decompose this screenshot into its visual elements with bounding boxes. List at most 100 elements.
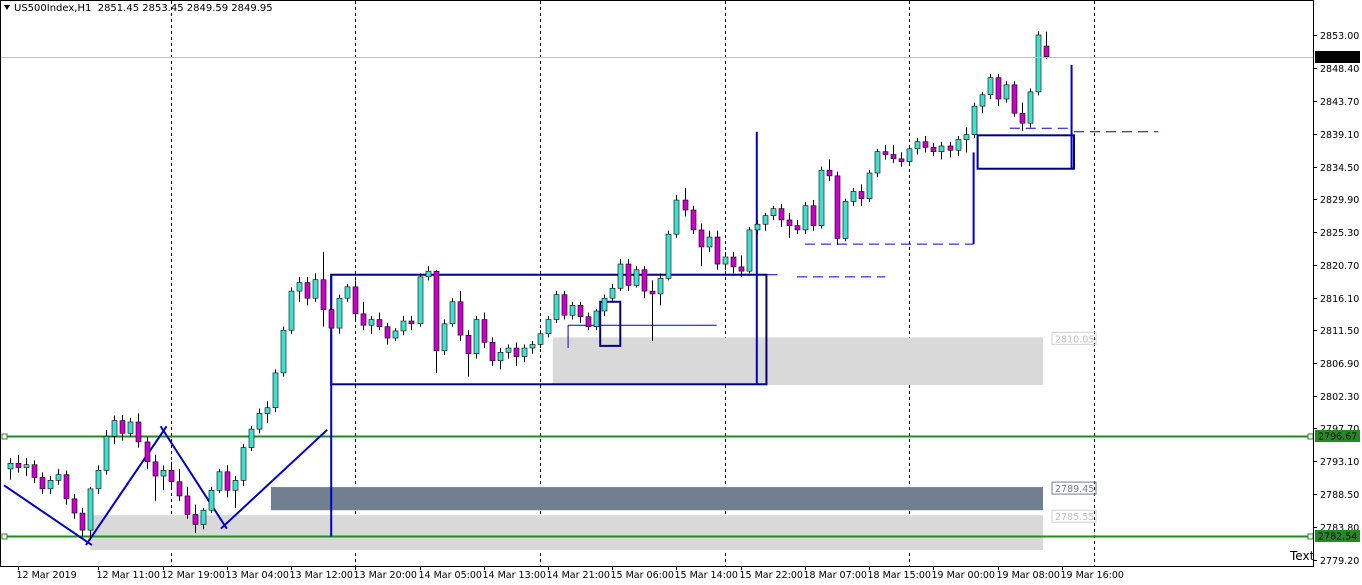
candle bbox=[441, 319, 448, 356]
candle bbox=[947, 141, 954, 158]
candle-body bbox=[119, 420, 126, 434]
rectangle-2[interactable] bbox=[976, 134, 1075, 170]
candle bbox=[449, 298, 456, 327]
zone-2789[interactable] bbox=[270, 487, 1044, 511]
zone-2789-label: 2789.45 bbox=[1055, 484, 1094, 495]
candle bbox=[103, 429, 110, 475]
rectangle-1[interactable] bbox=[599, 300, 622, 347]
candle-body bbox=[866, 172, 873, 199]
candle-body bbox=[408, 320, 415, 325]
candle-body bbox=[842, 201, 849, 239]
candle-body bbox=[103, 435, 110, 471]
candle-body bbox=[320, 279, 327, 310]
candle-body bbox=[826, 169, 833, 177]
candle-body bbox=[906, 148, 913, 162]
candle bbox=[248, 426, 255, 452]
candle bbox=[858, 184, 865, 206]
candle bbox=[23, 458, 30, 477]
current-price-tag-bg bbox=[1315, 51, 1360, 63]
candle-body bbox=[593, 310, 600, 327]
candle-body bbox=[344, 286, 351, 299]
candle bbox=[682, 187, 689, 217]
zone-2785[interactable] bbox=[90, 515, 1044, 551]
symbol-label: US500Index,H1 bbox=[14, 3, 92, 14]
zone-2789-label-frame bbox=[1051, 481, 1097, 495]
collapse-triangle-icon[interactable] bbox=[4, 5, 10, 10]
drawings bbox=[3, 64, 1159, 546]
level-2782-handle-right[interactable] bbox=[1307, 533, 1314, 540]
candle-body bbox=[818, 169, 825, 226]
candle bbox=[457, 291, 464, 341]
candle-body bbox=[1011, 84, 1018, 114]
candle bbox=[425, 266, 432, 281]
candle-body bbox=[497, 351, 504, 362]
candle-body bbox=[1035, 34, 1042, 93]
candle-body bbox=[55, 474, 62, 481]
candle bbox=[320, 251, 327, 327]
candle bbox=[987, 74, 994, 100]
text-object[interactable]: Text bbox=[1289, 549, 1315, 563]
candle-body bbox=[762, 215, 769, 225]
zone-2810-label: 2810.05 bbox=[1055, 334, 1094, 345]
candle bbox=[296, 276, 303, 302]
candle bbox=[722, 251, 729, 270]
x-tick-label: 12 Mar 11:00 bbox=[97, 570, 160, 581]
candle bbox=[489, 337, 496, 366]
candle-body bbox=[786, 219, 793, 226]
x-tick-label: 12 Mar 19:00 bbox=[162, 570, 225, 581]
trend-line-0[interactable] bbox=[3, 484, 93, 546]
candle bbox=[834, 171, 841, 245]
candle-body bbox=[834, 175, 841, 239]
candle-body bbox=[256, 413, 263, 430]
level-2782-handle-left[interactable] bbox=[1, 533, 8, 540]
candle-body bbox=[794, 225, 801, 231]
candle bbox=[971, 102, 978, 139]
candle bbox=[264, 401, 271, 423]
y-tick-label: 2816.10 bbox=[1320, 294, 1359, 305]
x-tick-label: 19 Mar 16:00 bbox=[1061, 570, 1124, 581]
y-tick-label: 2853.00 bbox=[1320, 31, 1359, 42]
y-tick-label: 2825.30 bbox=[1320, 228, 1359, 239]
candle-body bbox=[963, 134, 970, 140]
candle bbox=[31, 460, 38, 484]
level-2796-handle-left[interactable] bbox=[1, 433, 8, 440]
candle-body bbox=[1019, 112, 1026, 124]
x-tick-label: 18 Mar 07:00 bbox=[804, 570, 867, 581]
candle bbox=[553, 291, 560, 324]
candle bbox=[79, 508, 86, 537]
candle-body bbox=[714, 236, 721, 265]
candle-body bbox=[947, 145, 954, 151]
candle bbox=[609, 283, 616, 302]
trend-line-3[interactable] bbox=[220, 429, 328, 530]
candle bbox=[818, 166, 825, 229]
candle bbox=[272, 369, 279, 413]
trend-line-1[interactable] bbox=[85, 425, 168, 546]
candle bbox=[890, 145, 897, 164]
candle bbox=[1035, 31, 1042, 96]
candle-body bbox=[770, 208, 777, 216]
candle-body bbox=[192, 514, 199, 525]
candle-body bbox=[633, 269, 640, 286]
candle bbox=[160, 465, 167, 491]
candle bbox=[224, 465, 231, 498]
zone-2810[interactable] bbox=[552, 337, 1043, 385]
candle bbox=[168, 461, 175, 487]
candle bbox=[200, 508, 207, 530]
candle bbox=[111, 415, 118, 445]
candle bbox=[778, 204, 785, 228]
level-2796-handle-right[interactable] bbox=[1307, 433, 1314, 440]
candle bbox=[392, 328, 399, 341]
x-tick-label: 18 Mar 15:00 bbox=[868, 570, 931, 581]
candle bbox=[505, 344, 512, 359]
candle-body bbox=[641, 269, 648, 292]
candle-body bbox=[208, 489, 215, 511]
trend-line-2[interactable] bbox=[159, 425, 228, 530]
candle-body bbox=[168, 470, 175, 483]
candle bbox=[417, 273, 424, 327]
candle-body bbox=[1003, 84, 1010, 100]
candle bbox=[304, 276, 311, 306]
candle-body bbox=[160, 470, 167, 477]
candle bbox=[87, 486, 94, 541]
candle-body bbox=[336, 297, 343, 329]
